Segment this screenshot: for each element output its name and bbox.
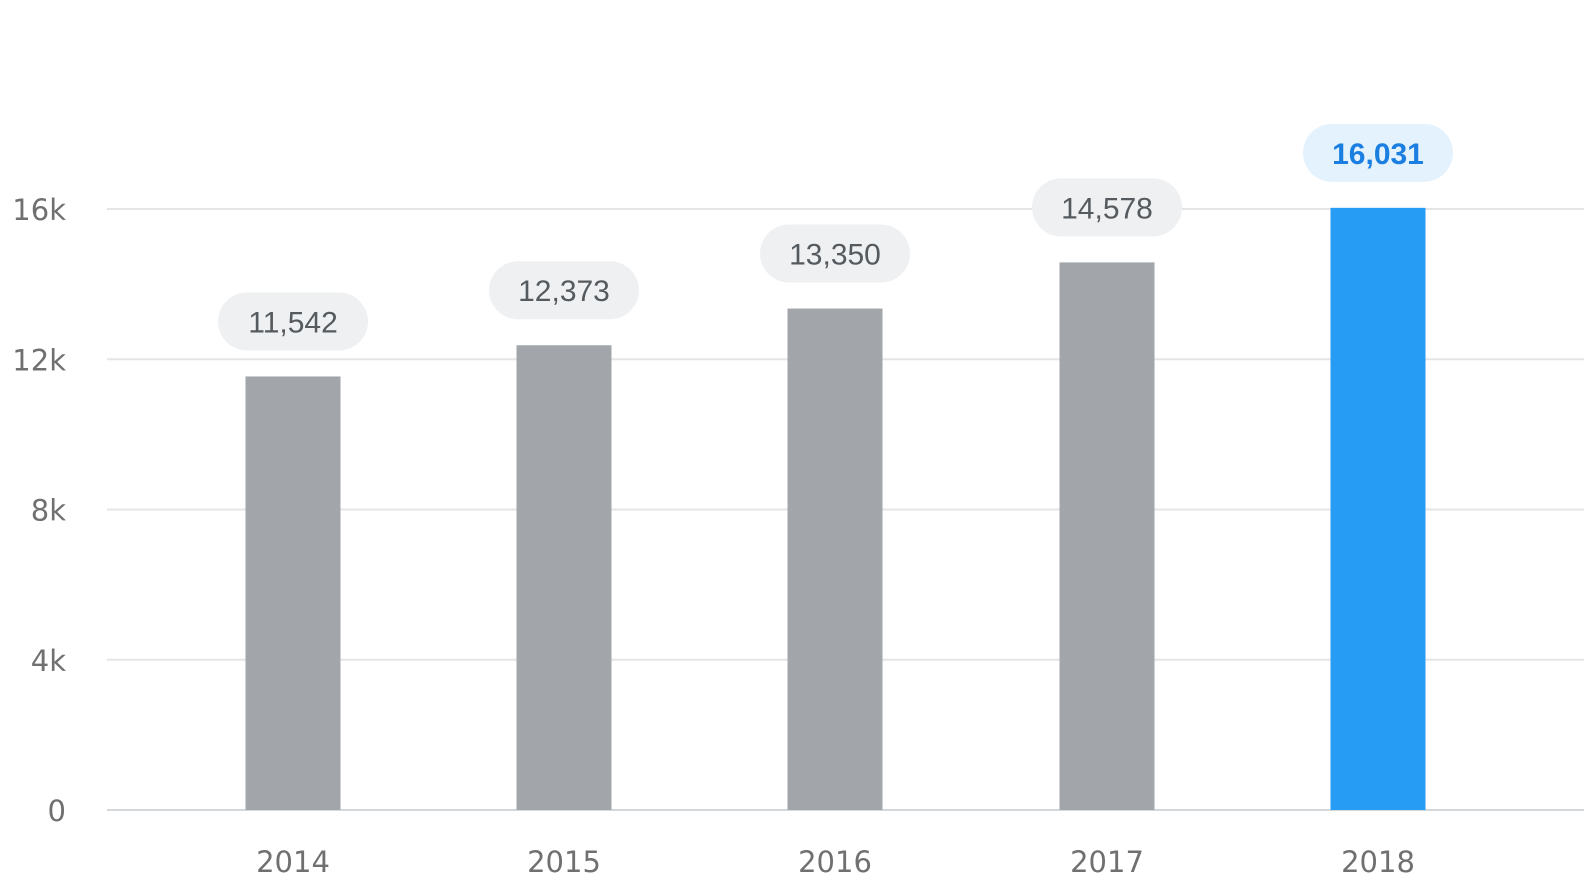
x-tick-label: 2014: [256, 845, 330, 879]
bar-2015: [516, 345, 612, 810]
value-label: 11,542: [248, 306, 338, 339]
y-tick-label: 16k: [12, 193, 66, 227]
y-tick-label: 4k: [31, 644, 66, 678]
bar-2016: [787, 308, 883, 810]
x-tick-label: 2015: [527, 845, 601, 879]
bars: [245, 207, 1426, 810]
value-label-pill: [760, 224, 910, 283]
value-label-pill: [489, 261, 639, 320]
y-axis: 0 4k 8k 12k 16k: [12, 193, 66, 828]
y-tick-label: 0: [48, 794, 66, 828]
value-label: 13,350: [789, 239, 881, 272]
x-tick-label: 2018: [1341, 845, 1415, 879]
bar-2018: [1330, 207, 1426, 810]
x-axis: 2014 2015 2016 2017 2018: [256, 845, 1415, 879]
y-tick-label: 8k: [31, 494, 66, 528]
x-tick-label: 2017: [1070, 845, 1144, 879]
x-tick-label: 2016: [798, 845, 872, 879]
y-tick-label: 12k: [12, 343, 66, 377]
value-label-pill: [1032, 178, 1182, 237]
value-label-pill: [218, 292, 368, 351]
bar-2014: [245, 376, 341, 810]
bar-2017: [1059, 262, 1155, 810]
value-label: 12,373: [518, 275, 610, 308]
value-label: 14,578: [1061, 192, 1153, 225]
value-labels: 11,542 12,373 13,350 14,578 16,031: [218, 123, 1453, 351]
value-label: 16,031: [1332, 138, 1424, 171]
value-label-pill: [1303, 123, 1453, 182]
